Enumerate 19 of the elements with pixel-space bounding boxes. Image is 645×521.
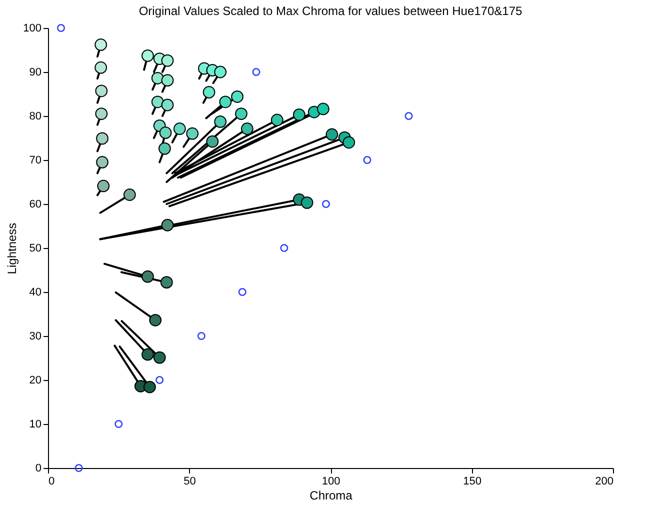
x-tick-label: 50 xyxy=(184,476,196,488)
x-tick-label: 100 xyxy=(322,476,340,488)
y-tick-label: 60 xyxy=(29,198,42,210)
y-tick-label: 10 xyxy=(29,418,42,430)
y-tick-label: 0 xyxy=(35,462,42,474)
x-tick-label: 0 xyxy=(48,476,55,488)
x-axis-title: Chroma xyxy=(310,488,353,502)
y-tick-label: 40 xyxy=(29,286,42,298)
y-tick-label: 20 xyxy=(29,374,42,386)
x-tick-label: 200 xyxy=(595,476,614,488)
y-axis-title: Lightness xyxy=(5,222,20,274)
y-tick-label: 70 xyxy=(29,154,42,166)
y-tick-label: 80 xyxy=(29,110,42,122)
y-tick-label: 100 xyxy=(23,22,42,34)
y-tick-label: 30 xyxy=(29,330,42,342)
y-tick-label: 90 xyxy=(29,66,42,78)
y-tick-label: 50 xyxy=(29,242,42,254)
x-tick-label: 150 xyxy=(463,476,482,488)
chart-title: Original Values Scaled to Max Chroma for values between Hue170&175 xyxy=(138,4,522,18)
